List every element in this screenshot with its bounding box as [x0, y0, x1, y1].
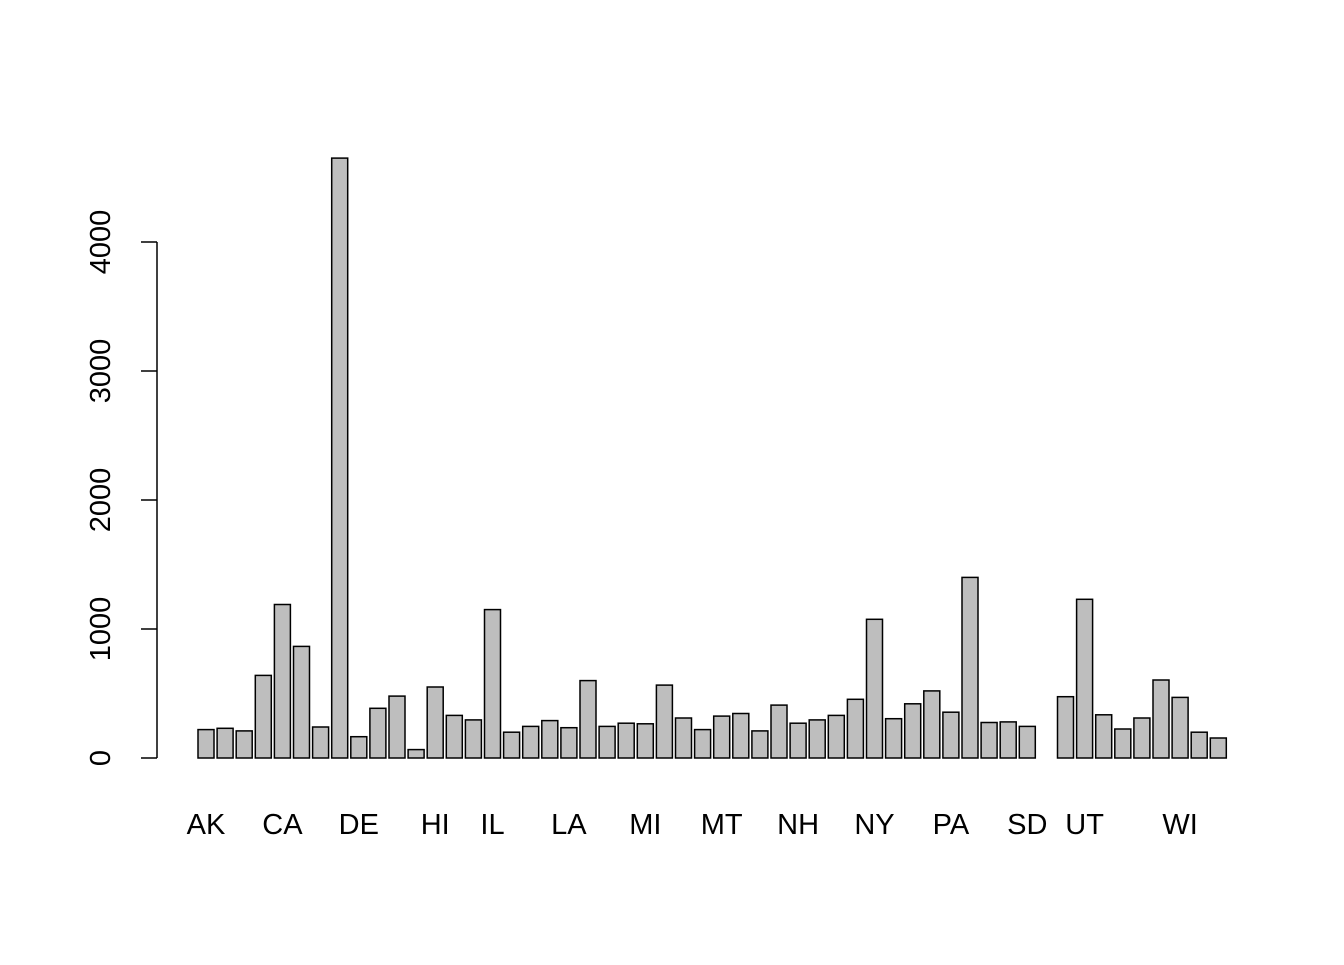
- bar-ms: [693, 728, 712, 759]
- bar-ny: [865, 618, 884, 759]
- bar-sd: [1018, 725, 1037, 759]
- bar-ut: [1075, 598, 1094, 759]
- y-tick-label-1000: 1000: [85, 597, 117, 662]
- bar-ri: [980, 721, 998, 759]
- x-tick-label-wi: WI: [1162, 809, 1197, 841]
- y-axis: 0 1000 2000 3000 4000: [85, 210, 158, 766]
- bar-ar: [235, 730, 253, 759]
- bar-ne: [770, 704, 788, 759]
- x-tick-label-ca: CA: [262, 809, 303, 841]
- x-tick-label-ak: AK: [187, 809, 226, 841]
- x-tick-label-hi: HI: [421, 809, 450, 841]
- bar-al: [216, 727, 234, 759]
- bar-vi: [1114, 728, 1132, 759]
- bar-nh: [789, 722, 807, 759]
- bar-gu: [407, 748, 425, 759]
- bar-nd: [751, 730, 769, 759]
- y-tick-label-2000: 2000: [85, 468, 117, 533]
- bar-nj: [808, 719, 826, 759]
- x-tick-label-sd: SD: [1007, 809, 1047, 841]
- bar-nm: [827, 714, 846, 759]
- bar-la: [560, 726, 578, 759]
- bar-hi: [426, 686, 444, 759]
- bar-in: [502, 731, 521, 759]
- bar-id: [464, 719, 483, 759]
- bar-co: [292, 645, 311, 759]
- bar-fl: [369, 707, 387, 759]
- bar-az: [254, 674, 273, 759]
- bar-ak: [197, 728, 215, 759]
- x-tick-label-ny: NY: [854, 809, 894, 841]
- bar-mi: [636, 723, 655, 759]
- bar-tx: [1056, 695, 1075, 759]
- y-tick-label-4000: 4000: [85, 210, 117, 275]
- x-tick-label-il: IL: [480, 809, 504, 841]
- bar-md: [598, 725, 616, 759]
- x-axis-labels: AK CA DE HI IL LA MI MT NH NY PA SD UT WI: [187, 809, 1198, 841]
- bar-ky: [541, 719, 559, 759]
- bar-vt: [1133, 717, 1151, 759]
- bar-nc: [732, 712, 750, 759]
- y-tick-label-3000: 3000: [85, 339, 117, 404]
- bar-mn: [655, 684, 674, 759]
- x-tick-label-mt: MT: [701, 809, 743, 841]
- bar-ca: [273, 603, 292, 759]
- bar-ct: [311, 726, 330, 759]
- bar-or: [923, 690, 941, 759]
- bar-ma: [579, 679, 597, 759]
- bar-sc: [999, 721, 1017, 759]
- bar-ga: [388, 695, 406, 759]
- x-tick-label-la: LA: [551, 809, 587, 841]
- bar-wy: [1209, 737, 1228, 759]
- bar-nv: [846, 698, 865, 759]
- bar-mt: [712, 715, 731, 759]
- bar-ok: [903, 703, 922, 759]
- bar-me: [617, 722, 635, 759]
- bar-ia: [445, 714, 464, 759]
- bar-oh: [884, 717, 903, 759]
- x-tick-label-nh: NH: [777, 809, 819, 841]
- x-tick-label-pa: PA: [933, 809, 970, 841]
- bar-il: [483, 608, 502, 759]
- bars-layer: [197, 157, 1228, 759]
- bar-ks: [521, 725, 540, 759]
- bar-mo: [674, 717, 693, 759]
- bar-de: [350, 735, 368, 759]
- bar-wv: [1190, 731, 1208, 759]
- x-tick-label-mi: MI: [629, 809, 661, 841]
- bar-wi: [1171, 696, 1189, 759]
- bar-pa: [942, 711, 960, 759]
- x-tick-label-de: DE: [339, 809, 379, 841]
- bar-dc: [330, 157, 349, 759]
- bar-pr: [961, 576, 979, 759]
- bar-wa: [1152, 679, 1170, 759]
- y-tick-label-0: 0: [85, 750, 117, 766]
- bar-va: [1094, 714, 1113, 759]
- x-tick-label-ut: UT: [1065, 809, 1104, 841]
